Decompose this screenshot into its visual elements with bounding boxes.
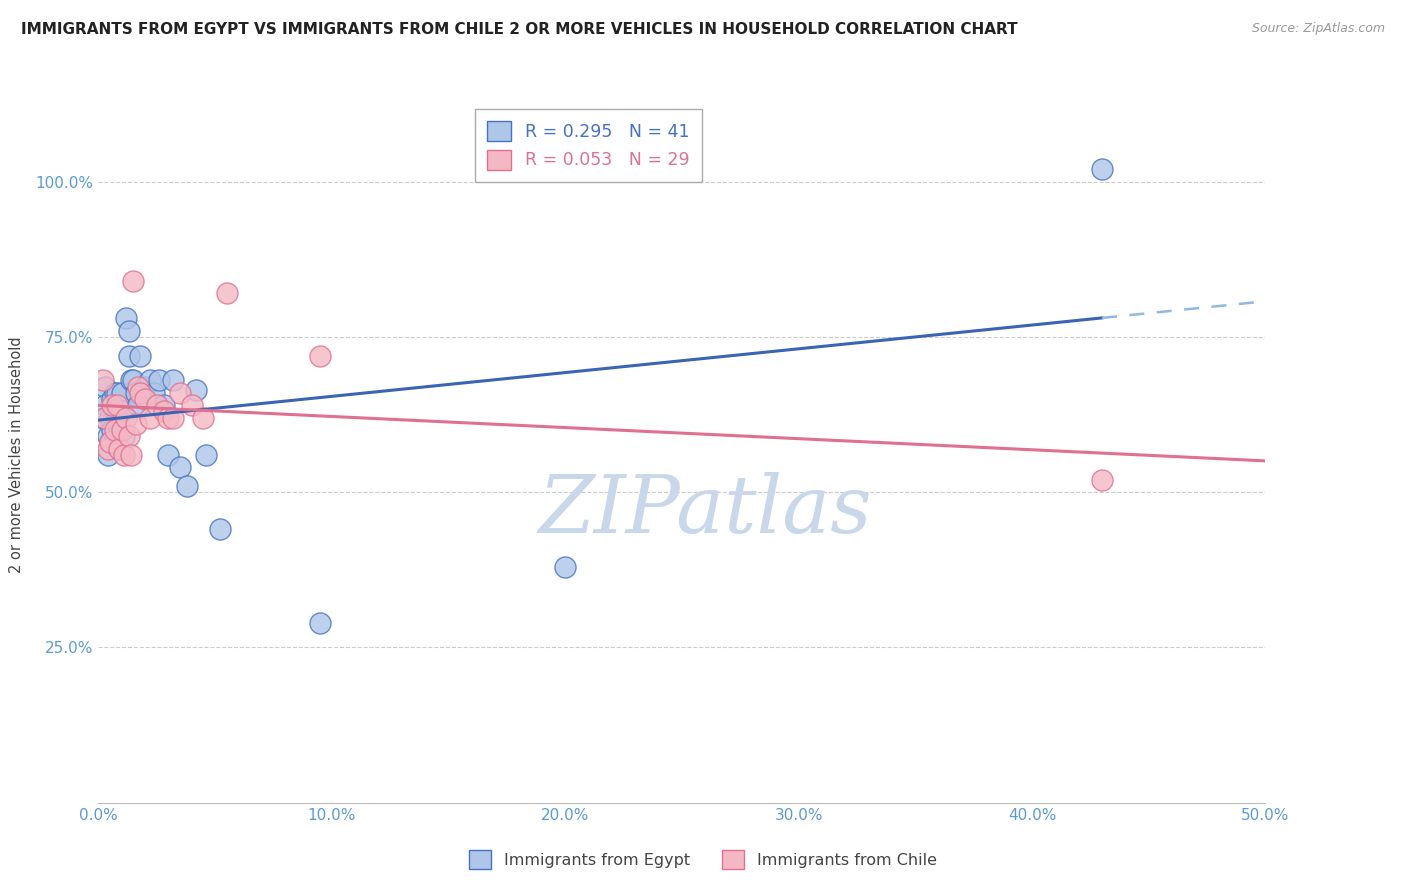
Point xyxy=(309,615,332,630)
Point xyxy=(120,373,142,387)
Point xyxy=(122,373,145,387)
Point xyxy=(146,398,169,412)
Point xyxy=(134,379,156,393)
Point xyxy=(176,479,198,493)
Point xyxy=(108,423,131,437)
Point xyxy=(97,442,120,456)
Point xyxy=(125,417,148,431)
Point xyxy=(91,410,114,425)
Point xyxy=(111,385,134,400)
Point xyxy=(120,448,142,462)
Point xyxy=(162,373,184,387)
Point xyxy=(94,398,117,412)
Point xyxy=(127,379,149,393)
Point xyxy=(152,404,174,418)
Point xyxy=(180,398,202,412)
Point xyxy=(1091,473,1114,487)
Text: IMMIGRANTS FROM EGYPT VS IMMIGRANTS FROM CHILE 2 OR MORE VEHICLES IN HOUSEHOLD C: IMMIGRANTS FROM EGYPT VS IMMIGRANTS FROM… xyxy=(21,22,1018,37)
Point xyxy=(162,410,184,425)
Point xyxy=(101,398,124,412)
Point xyxy=(104,404,127,418)
Text: ZIPatlas: ZIPatlas xyxy=(538,472,872,549)
Point xyxy=(554,559,576,574)
Point xyxy=(98,435,121,450)
Y-axis label: 2 or more Vehicles in Household: 2 or more Vehicles in Household xyxy=(10,336,24,574)
Point xyxy=(118,429,141,443)
Point xyxy=(105,404,128,418)
Point xyxy=(104,385,127,400)
Point xyxy=(1091,162,1114,177)
Point xyxy=(115,410,138,425)
Point xyxy=(129,385,152,400)
Point xyxy=(157,410,180,425)
Text: Source: ZipAtlas.com: Source: ZipAtlas.com xyxy=(1251,22,1385,36)
Point xyxy=(91,373,114,387)
Point xyxy=(118,324,141,338)
Point xyxy=(125,385,148,400)
Point xyxy=(129,349,152,363)
Point xyxy=(148,373,170,387)
Point xyxy=(101,392,124,406)
Point xyxy=(112,448,135,462)
Point xyxy=(134,392,156,406)
Point xyxy=(111,423,134,437)
Point xyxy=(111,404,134,418)
Legend: R = 0.295   N = 41, R = 0.053   N = 29: R = 0.295 N = 41, R = 0.053 N = 29 xyxy=(475,109,702,182)
Legend: Immigrants from Egypt, Immigrants from Chile: Immigrants from Egypt, Immigrants from C… xyxy=(463,844,943,875)
Point xyxy=(122,274,145,288)
Point xyxy=(108,442,131,456)
Point xyxy=(94,410,117,425)
Point xyxy=(115,311,138,326)
Point xyxy=(98,435,121,450)
Point xyxy=(193,410,215,425)
Point xyxy=(152,398,174,412)
Point xyxy=(186,383,208,397)
Point xyxy=(127,398,149,412)
Point xyxy=(169,385,191,400)
Point xyxy=(108,442,131,456)
Point xyxy=(97,429,120,443)
Point xyxy=(101,423,124,437)
Point xyxy=(194,448,217,462)
Point xyxy=(215,286,238,301)
Point xyxy=(97,448,120,462)
Point xyxy=(139,410,162,425)
Point xyxy=(169,460,191,475)
Point xyxy=(157,448,180,462)
Point xyxy=(112,429,135,443)
Point xyxy=(94,379,117,393)
Point xyxy=(105,385,128,400)
Point xyxy=(98,410,121,425)
Point xyxy=(309,349,332,363)
Point xyxy=(104,423,127,437)
Point xyxy=(143,385,166,400)
Point xyxy=(139,373,162,387)
Point xyxy=(105,398,128,412)
Point xyxy=(208,523,231,537)
Point xyxy=(118,349,141,363)
